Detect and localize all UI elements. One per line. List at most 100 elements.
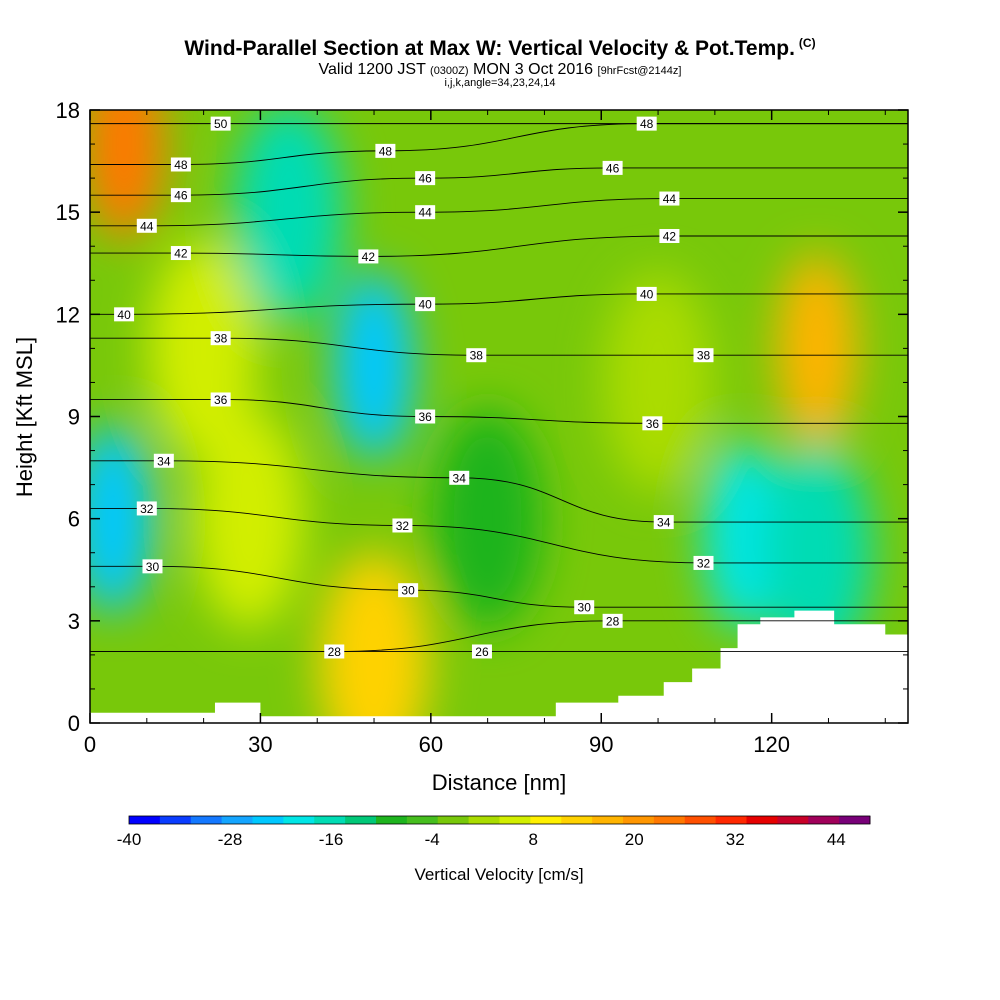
contour-label-9: 34 <box>157 454 171 468</box>
contour-label-33: 50 <box>214 117 228 131</box>
contour-28 <box>90 620 908 652</box>
contour-label-22: 42 <box>362 250 376 264</box>
contour-label-bg-30 <box>170 157 191 172</box>
velocity-cell-9 <box>194 408 305 629</box>
contour-label-bg-3 <box>142 559 163 574</box>
x-tick-label-4: 120 <box>753 732 790 757</box>
contour-label-bg-31 <box>375 143 396 158</box>
contour-label-bg-0 <box>471 644 492 659</box>
contour-label-5: 30 <box>578 601 592 615</box>
contour-label-bg-11 <box>653 515 674 530</box>
contour-label-13: 36 <box>418 410 432 424</box>
contour-label-29: 46 <box>606 161 620 175</box>
contour-label-20: 40 <box>640 287 654 301</box>
contour-label-2: 28 <box>606 614 620 628</box>
colorbar-swatch-15 <box>592 816 624 824</box>
contour-label-bg-23 <box>659 229 680 244</box>
y-tick-label-0: 0 <box>68 711 80 736</box>
contour-label-bg-26 <box>659 191 680 206</box>
colorbar: -40 -28 -16 -4 8 20 32 44 <box>117 815 871 849</box>
contour-label-bg-33 <box>210 116 231 131</box>
terrain-mask <box>90 610 908 723</box>
contour-label-15: 38 <box>214 332 228 346</box>
colorbar-swatch-17 <box>653 816 686 824</box>
colorbar-swatch-3 <box>221 816 253 824</box>
contour-label-3: 30 <box>146 560 160 574</box>
colorbar-swatch-8 <box>376 816 408 824</box>
contour-label-bg-14 <box>642 416 663 431</box>
y-axis-title: Height [Kft MSL] <box>12 337 37 497</box>
colorbar-swatch-23 <box>839 816 871 824</box>
contour-label-32: 48 <box>640 117 654 131</box>
y-tick-label-1: 3 <box>68 609 80 634</box>
contour-label-bg-12 <box>210 392 231 407</box>
velocity-cell-4 <box>703 440 784 631</box>
colorbar-swatch-18 <box>684 816 717 824</box>
contour-label-bg-16 <box>466 348 487 363</box>
contour-label-bg-10 <box>449 470 470 485</box>
pot-temp-labels: 26 28 28 30 30 30 32 32 32 34 34 34 36 36 36 38 38 38 40 40… <box>114 116 714 659</box>
contour-label-bg-32 <box>636 116 657 131</box>
colorbar-label-7: 44 <box>827 830 846 849</box>
contour-label-bg-9 <box>153 453 174 468</box>
colorbar-swatch-12 <box>499 816 531 824</box>
contour-label-bg-21 <box>170 246 191 261</box>
contour-label-19: 40 <box>418 298 432 312</box>
colorbar-swatch-20 <box>746 816 778 824</box>
valid-utc: (0300Z) <box>430 65 469 77</box>
contour-label-30: 48 <box>174 158 188 172</box>
contour-36 <box>90 399 908 424</box>
colorbar-title: Vertical Velocity [cm/s] <box>414 865 583 884</box>
colorbar-swatch-6 <box>314 816 346 824</box>
colorbar-label-2: -16 <box>319 830 344 849</box>
contour-label-0: 26 <box>475 645 489 659</box>
chart-subtitle: Valid 1200 JST (0300Z) MON 3 Oct 2016 [9… <box>0 61 1000 79</box>
contour-label-28: 46 <box>418 172 432 186</box>
contour-label-bg-1 <box>324 644 345 659</box>
colorbar-swatch-22 <box>808 816 840 824</box>
contour-label-14: 36 <box>646 417 660 431</box>
colorbar-swatch-1 <box>159 816 192 824</box>
colorbar-swatch-14 <box>561 816 593 824</box>
colorbar-swatch-10 <box>437 816 470 824</box>
y-tick-label-2: 6 <box>68 507 80 532</box>
colorbar-swatch-0 <box>129 816 161 824</box>
contour-label-bg-17 <box>693 348 714 363</box>
contour-label-bg-8 <box>693 555 714 570</box>
contour-label-bg-19 <box>415 297 436 312</box>
colorbar-label-1: -28 <box>218 830 243 849</box>
colorbar-swatch-4 <box>252 816 284 824</box>
colorbar-label-4: 8 <box>528 830 537 849</box>
contour-label-26: 44 <box>663 192 677 206</box>
colorbar-label-6: 32 <box>726 830 745 849</box>
velocity-cell-5 <box>762 442 873 663</box>
colorbar-swatch-2 <box>190 816 223 824</box>
y-tick-label-6: 18 <box>56 98 80 123</box>
contour-label-4: 30 <box>401 584 415 598</box>
velocity-cell-10 <box>432 408 543 629</box>
valid-date: MON 3 Oct 2016 <box>473 61 594 78</box>
contour-label-25: 44 <box>418 206 432 220</box>
contour-label-18: 40 <box>117 308 131 322</box>
contour-label-bg-6 <box>136 501 157 516</box>
forecast-info: [9hrFcst@2144z] <box>597 65 682 77</box>
contour-label-bg-24 <box>136 218 157 233</box>
contour-label-23: 42 <box>663 230 677 244</box>
contour-label-17: 38 <box>697 349 711 363</box>
grid-params: i,j,k,angle=34,23,24,14 <box>444 77 556 89</box>
contour-label-bg-2 <box>602 613 623 628</box>
chart-title: Wind-Parallel Section at Max W: Vertical… <box>0 36 1000 61</box>
chart-title-text: Wind-Parallel Section at Max W: Vertical… <box>184 37 795 60</box>
colorbar-label-3: -4 <box>425 830 440 849</box>
velocity-cell-0 <box>90 110 165 240</box>
contour-label-12: 36 <box>214 393 228 407</box>
contour-label-1: 28 <box>328 645 342 659</box>
colorbar-swatch-21 <box>777 816 809 824</box>
contour-label-bg-4 <box>398 583 419 598</box>
contour-label-bg-28 <box>415 171 436 186</box>
contour-label-24: 44 <box>140 219 154 233</box>
contour-label-16: 38 <box>470 349 484 363</box>
colorbar-swatch-11 <box>468 816 500 824</box>
contour-label-8: 32 <box>697 556 711 570</box>
